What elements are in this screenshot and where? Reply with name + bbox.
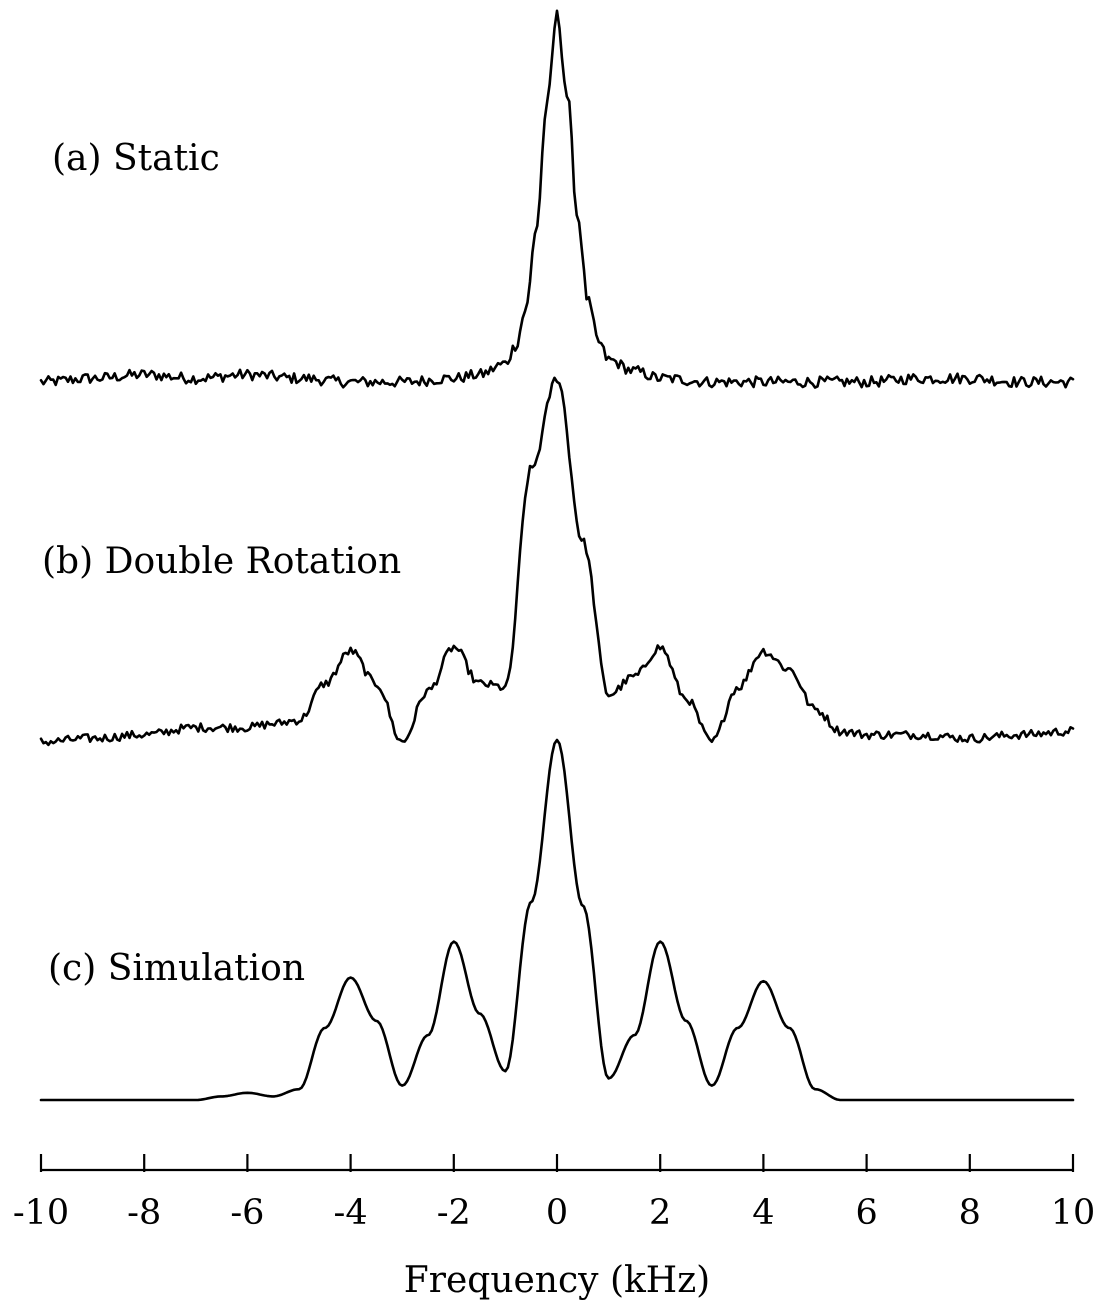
panel-label-1: (a) Static xyxy=(52,138,220,179)
spectrum-trace-2 xyxy=(39,376,1075,747)
x-axis-title: Frequency (kHz) xyxy=(404,1260,710,1301)
x-tick-label: -6 xyxy=(230,1193,264,1233)
x-tick-label: 10 xyxy=(1051,1193,1096,1233)
x-axis: -10 -8 -6 -4 -2 0 2 4 6 8 10 xyxy=(13,1154,1095,1233)
x-tick-label: 4 xyxy=(752,1193,774,1233)
x-tick-label: -8 xyxy=(127,1193,161,1233)
spectra-traces xyxy=(39,9,1075,1102)
panel-label-2: (b) Double Rotation xyxy=(42,541,401,582)
x-tick-label: 6 xyxy=(855,1193,877,1233)
panel-labels: (a) Static (b) Double Rotation (c) Simulat… xyxy=(42,138,401,989)
x-tick-label: 2 xyxy=(649,1193,671,1233)
x-tick-label: 8 xyxy=(959,1193,981,1233)
x-tick-label: -10 xyxy=(13,1193,69,1233)
x-axis-ticks xyxy=(39,1154,1075,1172)
x-tick-label: 0 xyxy=(546,1193,568,1233)
panel-label-3: (c) Simulation xyxy=(48,948,305,989)
spectrum-trace-3 xyxy=(39,738,1075,1102)
x-axis-tick-labels: -10 -8 -6 -4 -2 0 2 4 6 8 10 xyxy=(13,1193,1095,1233)
x-tick-label: -2 xyxy=(437,1193,471,1233)
x-tick-label: -4 xyxy=(334,1193,368,1233)
spectrum-trace-1 xyxy=(39,9,1075,389)
